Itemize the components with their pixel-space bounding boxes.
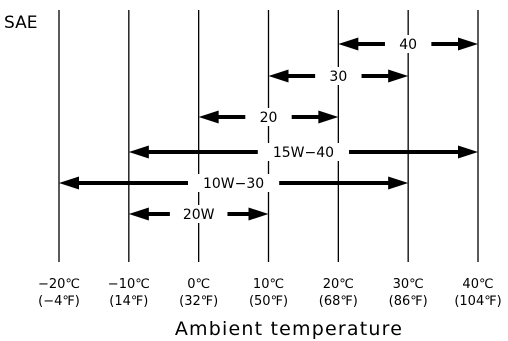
range-arrow: 20W xyxy=(128,205,269,223)
range-label-bg xyxy=(261,143,346,161)
arrowhead-right xyxy=(388,69,409,83)
range-arrow: 10W−30 xyxy=(59,174,409,192)
arrowhead-right xyxy=(458,145,478,159)
range-label-bg xyxy=(173,205,224,223)
range-label: 10W−30 xyxy=(203,176,264,192)
chart-title: SAE xyxy=(4,13,37,33)
tick-label-celsius: 0℃ xyxy=(187,277,210,292)
arrowhead-left xyxy=(338,37,359,51)
range-label: 40 xyxy=(399,37,417,53)
tick-label-celsius: −20℃ xyxy=(38,277,80,292)
range-label: 20W xyxy=(183,207,215,223)
arrowhead-left xyxy=(268,69,289,83)
range-arrow: 15W−40 xyxy=(128,143,478,161)
range-label-bg xyxy=(388,35,428,53)
tick-label-fahrenheit: (32℉) xyxy=(179,294,218,309)
tick-label-celsius: 40℃ xyxy=(462,277,493,292)
arrowhead-right xyxy=(388,176,409,190)
tick-label-celsius: 10℃ xyxy=(253,277,284,292)
tick-label-celsius: 20℃ xyxy=(323,277,354,292)
arrowhead-left xyxy=(59,176,79,190)
tick-label-fahrenheit: (−4℉) xyxy=(38,294,80,309)
range-label-bg xyxy=(319,67,358,85)
range-arrow: 30 xyxy=(268,67,409,85)
x-axis-label: Ambient temperature xyxy=(175,318,403,340)
tick-label-fahrenheit: (14℉) xyxy=(109,294,148,309)
tick-label-fahrenheit: (68℉) xyxy=(319,294,358,309)
x-tick-labels: −20℃ (−4℉) −10℃ (14℉) 0℃ (32℉) 10℃ (50℉) 20℃ (68℉… xyxy=(38,277,502,309)
range-label: 15W−40 xyxy=(273,145,334,161)
range-arrow: 40 xyxy=(338,35,478,53)
arrowhead-right xyxy=(248,207,269,221)
arrowhead-left xyxy=(128,207,149,221)
viscosity-ranges: 40 30 20 15W−40 10W−30 20W xyxy=(59,35,478,223)
range-label: 30 xyxy=(329,69,347,85)
range-arrow: 20 xyxy=(198,108,339,126)
tick-label-fahrenheit: (104℉) xyxy=(454,294,501,309)
range-label-bg xyxy=(249,108,288,126)
tick-label-fahrenheit: (86℉) xyxy=(389,294,428,309)
tick-label-celsius: 30℃ xyxy=(393,277,424,292)
arrowhead-right xyxy=(318,110,339,124)
tick-label-fahrenheit: (50℉) xyxy=(249,294,288,309)
range-label: 20 xyxy=(260,110,278,126)
arrowhead-right xyxy=(458,37,478,51)
arrowhead-left xyxy=(198,110,219,124)
tick-label-celsius: −10℃ xyxy=(108,277,150,292)
range-label-bg xyxy=(191,174,276,192)
arrowhead-left xyxy=(128,145,149,159)
